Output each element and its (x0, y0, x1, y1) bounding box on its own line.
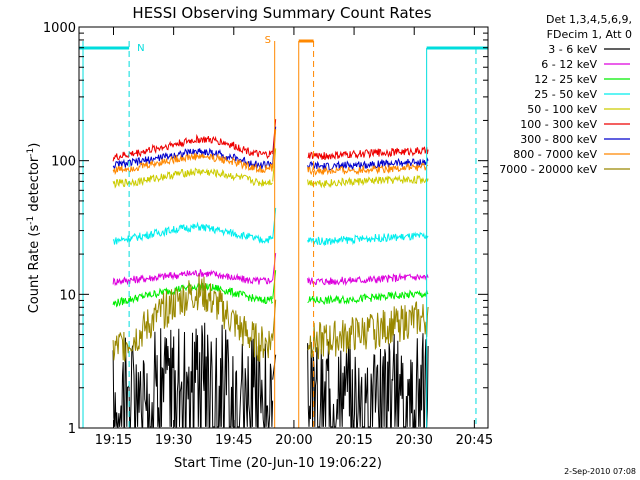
legend-label: 50 - 100 keV (527, 103, 597, 116)
saa-label: S (265, 35, 271, 46)
series-line-5 (307, 146, 429, 161)
series-line-2 (112, 281, 273, 308)
x-tick-label: 19:45 (215, 433, 252, 448)
series-line-3 (112, 221, 273, 245)
legend-header-2: FDecim 1, Att 0 (547, 28, 632, 41)
footer-date: 2-Sep-2010 07:08 (564, 467, 636, 476)
series-line-2 (307, 288, 429, 306)
series-line-5 (112, 133, 273, 162)
chart-title: HESSI Observing Summary Count Rates (132, 4, 431, 22)
x-tick-label: 19:30 (155, 433, 192, 448)
y-axis-label: Count Rate (s-1 detector-1) (26, 143, 42, 314)
plot-frame (78, 26, 489, 429)
y-tick-label: 1 (68, 422, 76, 437)
y-tick-label: 1000 (43, 21, 76, 36)
legend-label: 25 - 50 keV (534, 88, 597, 101)
x-axis-label: Start Time (20-Jun-10 19:06:22) (174, 456, 382, 471)
series-line-1 (112, 269, 274, 287)
series-line-0 (112, 322, 274, 428)
legend-header-1: Det 1,3,4,5,6,9, (546, 13, 632, 26)
legend-label: 3 - 6 keV (548, 43, 597, 56)
y-axis: 1 10 100 1000 (43, 21, 488, 437)
legend-label: 800 - 7000 keV (513, 148, 597, 161)
series-line-7 (307, 162, 429, 176)
series-line-6 (307, 157, 429, 171)
x-tick-label: 19:15 (95, 433, 132, 448)
series-line-0 (307, 333, 429, 428)
legend-label: 12 - 25 keV (534, 73, 597, 86)
series-line-6 (112, 147, 273, 170)
y-tick-label: 10 (59, 288, 76, 303)
x-tick-label: 20:00 (275, 433, 312, 448)
legend-label: 6 - 12 keV (541, 58, 597, 71)
x-tick-label: 20:15 (335, 433, 372, 448)
series-line-1 (307, 272, 429, 287)
y-axis-label-sup1: -1 (26, 216, 36, 225)
series-line-8 (307, 301, 429, 360)
legend-label: 100 - 300 keV (520, 118, 597, 131)
y-tick-label: 100 (51, 155, 76, 170)
flare-spike-0 (272, 354, 277, 380)
night-label: N (137, 43, 144, 54)
legend-label: 300 - 800 keV (520, 133, 597, 146)
series-line-3 (307, 231, 429, 247)
legend: Det 1,3,4,5,6,9, FDecim 1, Att 0 3 - 6 k… (499, 13, 632, 176)
y-axis-label-sup2: -1 (26, 148, 36, 157)
flare-spike-8 (272, 299, 277, 341)
x-tick-label: 20:45 (456, 433, 493, 448)
annotation-layer: NS (79, 35, 488, 428)
series-line-4 (112, 167, 273, 189)
series-line-7 (112, 152, 274, 176)
flare-spike-3 (272, 207, 277, 239)
x-tick-label: 20:30 (395, 433, 432, 448)
plot-marks (112, 119, 429, 428)
series-line-8 (112, 274, 274, 362)
series-line-4 (307, 174, 429, 189)
legend-label: 7000 - 20000 keV (499, 163, 597, 176)
x-axis: 19:15 19:30 19:45 20:00 20:15 20:30 20:45 (95, 27, 493, 448)
